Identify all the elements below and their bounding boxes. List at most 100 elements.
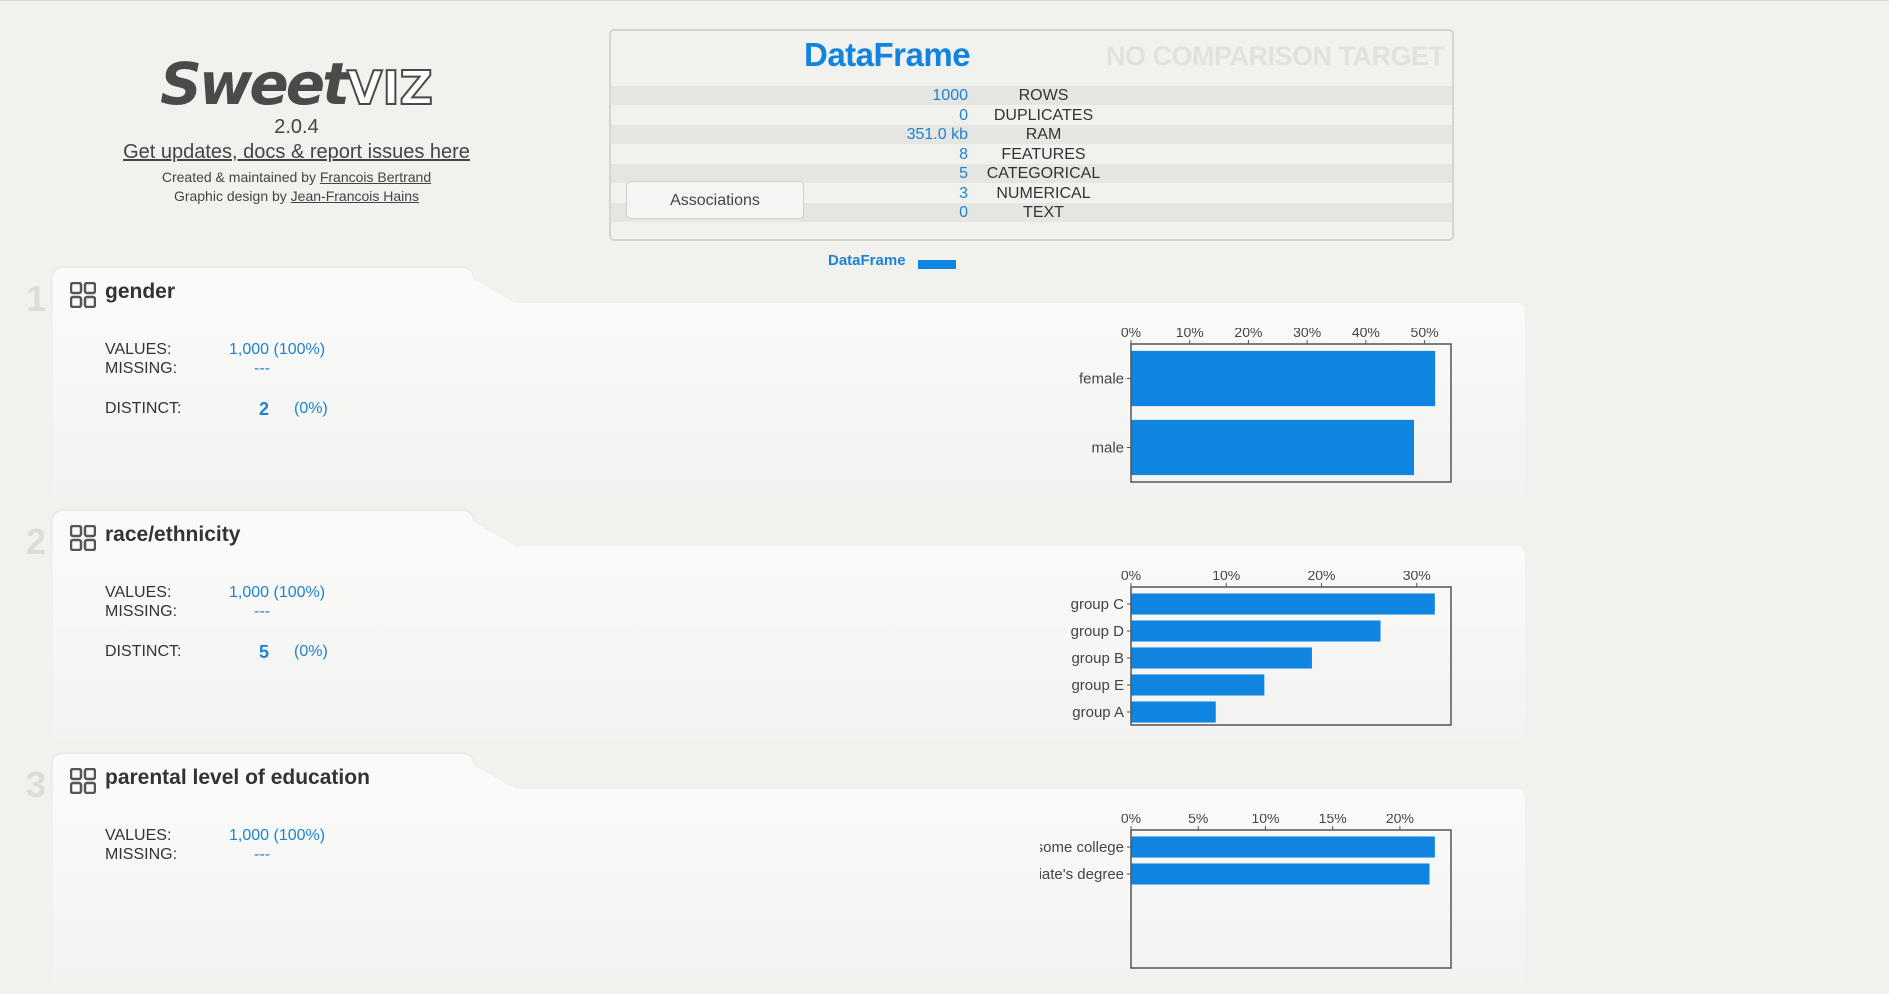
x-tick-label: 20% [1386,814,1414,826]
summary-row-numerical: 3 NUMERICAL [611,184,1452,203]
tab-slant [455,754,515,789]
x-tick-label: 40% [1352,328,1380,340]
tab-slant [455,268,515,303]
category-label: female [1079,371,1124,388]
summary-label: DUPLICATES [993,107,1094,124]
x-tick-label: 10% [1251,814,1279,826]
author-link[interactable]: Francois Bertrand [319,169,432,185]
bar [1131,593,1435,615]
summary-value: 3 [959,185,968,202]
sweetviz-logo: SweetVIZ [160,50,434,118]
missing-value: --- [254,360,270,377]
feature-tab [53,754,473,794]
created-by-line: Created & maintained by Francois Bertran… [100,168,493,187]
category-label: group A [1072,704,1124,721]
summary-label: FEATURES [1001,146,1086,163]
distinct-value: 5 [259,642,270,662]
x-tick-label: 30% [1403,571,1431,583]
tab-slant [455,511,515,546]
summary-row-text: 0 TEXT [611,203,1452,222]
bar [1131,620,1381,642]
created-by-prefix: Created & maintained by [161,169,316,185]
bar [1131,674,1265,696]
feature-number: 2 [26,521,47,562]
values-value: 1,000 (100%) [229,341,326,358]
summary-row-features: 8 FEATURES [611,145,1452,164]
missing-value: --- [254,603,270,620]
category-label: associate's degree [1040,866,1124,883]
feature-number: 3 [26,764,47,805]
bar [1131,419,1415,476]
bar [1131,701,1216,723]
category-label: group E [1071,677,1124,694]
designer-link[interactable]: Jean-Francois Hains [290,188,420,204]
feature-section-parental-education: 3 parental level of education VALUES: 1,… [0,754,1540,994]
summary-label: ROWS [1018,87,1069,104]
design-by-prefix: Graphic design by [173,188,287,204]
category-label: group D [1071,623,1125,640]
summary-label: CATEGORICAL [986,165,1101,182]
values-label: VALUES: [105,584,172,601]
missing-label: MISSING: [105,846,178,863]
plot-frame [1130,343,1452,483]
distinct-percent: (0%) [294,643,328,660]
feature-card [53,546,1525,741]
x-tick-label: 20% [1307,571,1335,583]
feature-tab [53,268,473,308]
category-label: group B [1071,650,1124,667]
summary-row-duplicates: 0 DUPLICATES [611,106,1452,125]
category-label: male [1091,440,1124,457]
grid-icon [70,525,96,551]
distinct-label: DISTINCT: [105,643,182,660]
gender-bar-chart: 0% 10% 20% 30% 40% 50% female male [1079,328,1452,483]
category-label: group C [1071,596,1125,613]
feature-name: gender [105,280,176,303]
summary-row-rows: 1000 ROWS [611,86,1452,105]
associations-button[interactable]: Associations [626,181,804,219]
x-tick-label: 0% [1121,571,1141,583]
updates-link[interactable]: Get updates, docs & report issues here [123,141,470,163]
summary-value: 351.0 kb [906,126,968,143]
x-tick-label: 0% [1121,814,1141,826]
bar [1131,647,1312,669]
summary-label: TEXT [1023,204,1064,221]
summary-label: RAM [1025,126,1062,143]
dataframe-title: DataFrame [804,36,971,73]
values-label: VALUES: [105,827,172,844]
values-value: 1,000 (100%) [229,827,326,844]
summary-value: 1000 [932,87,968,104]
summary-row-categorical: 5 CATEGORICAL [611,164,1452,183]
x-tick-label: 50% [1411,328,1439,340]
bar [1131,350,1436,407]
grid-icon [70,768,96,794]
distinct-label: DISTINCT: [105,400,182,417]
x-tick-label: 15% [1319,814,1347,826]
summary-label: NUMERICAL [996,185,1091,202]
version-label: 2.0.4 [274,116,319,138]
missing-label: MISSING: [105,360,178,377]
distinct-value: 2 [259,399,270,419]
feature-name: race/ethnicity [105,523,241,546]
summary-value: 5 [959,165,968,182]
distinct-percent: (0%) [294,400,328,417]
logo-block: SweetVIZ 2.0.4 Get updates, docs & repor… [100,52,493,206]
plot-frame [1130,586,1452,726]
x-tick-label: 30% [1293,328,1321,340]
summary-row-ram: 351.0 kb RAM [611,125,1452,144]
summary-value: 0 [959,107,968,124]
comparison-target-label: NO COMPARISON TARGET [1106,41,1445,71]
feature-section-race-ethnicity: 2 race/ethnicity VALUES: 1,000 (100%) MI… [0,511,1540,751]
missing-value: --- [254,846,270,863]
feature-tab [53,511,473,551]
legend-swatch [918,260,956,269]
x-tick-label: 10% [1176,328,1204,340]
category-label: some college [1040,839,1124,856]
feature-section-gender: 1 gender VALUES: 1,000 (100%) MISSING: -… [0,268,1540,508]
x-tick-label: 10% [1212,571,1240,583]
dataframe-summary-panel: DataFrame NO COMPARISON TARGET 1000 ROWS… [609,29,1454,241]
race-ethnicity-bar-chart: 0% 10% 20% 30% group C group D group B group E g… [1071,571,1452,726]
x-tick-label: 20% [1234,328,1262,340]
bar [1131,836,1435,858]
legend-label: DataFrame [828,252,906,269]
bar [1131,863,1430,885]
